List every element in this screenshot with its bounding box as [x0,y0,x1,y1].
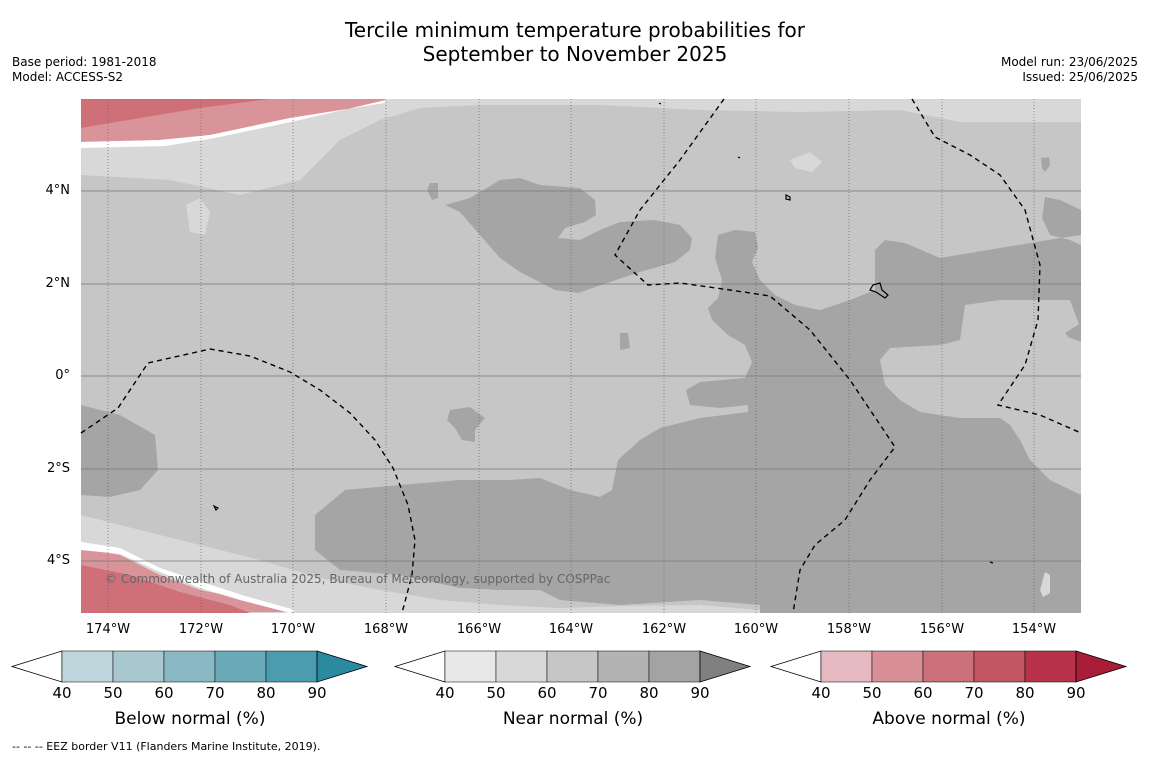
colorbar-extend-low [10,650,63,683]
colorbar-segment [597,650,650,683]
colorbar-title-above: Above normal (%) [872,709,1026,729]
colorbar-segment [163,650,216,683]
colorbar-tick-label: 40 [811,684,831,702]
lon-label: 160°W [733,622,779,637]
colorbar-tick-label: 60 [154,684,174,702]
colorbar-tick-label: 60 [537,684,557,702]
colorbar-extend-high [316,650,369,683]
colorbar-segment [444,650,497,683]
lon-label: 158°W [826,622,872,637]
eez-borders [80,98,1082,614]
lat-label: 4°N [45,183,71,198]
colorbar-segment [214,650,267,683]
lat-label: 2°S [46,461,70,476]
colorbar-extend-high [1075,650,1128,683]
lat-label: 0° [55,368,70,383]
colorbar-tick-label: 70 [588,684,608,702]
lon-label: 174°W [85,622,131,637]
colorbar-tick-label: 90 [1066,684,1086,702]
colorbar-segment [1024,650,1077,683]
lon-label: 172°W [178,622,224,637]
colorbar-tick-label: 50 [486,684,506,702]
colorbar-segment [61,650,114,683]
colorbar-tick-label: 70 [964,684,984,702]
issued-text: Issued: 25/06/2025 [1022,70,1138,84]
title-line-1: Tercile minimum temperature probabilitie… [344,18,806,42]
colorbar-tick-label: 80 [256,684,276,702]
colorbar-tick-label: 50 [862,684,882,702]
colorbar-segment [495,650,548,683]
lon-label: 170°W [270,622,316,637]
copyright-text: © Commonwealth of Australia 2025, Bureau… [105,572,611,586]
colorbar-tick-label: 70 [205,684,225,702]
colorbar-segment [112,650,165,683]
colorbar-tick-label: 50 [103,684,123,702]
title-line-2: September to November 2025 [422,42,728,66]
colorbar-below-normal [10,650,369,683]
colorbar-segment [871,650,924,683]
colorbar-segment [820,650,873,683]
colorbar-tick-label: 40 [435,684,455,702]
islands [212,102,994,564]
colorbar-segment [648,650,701,683]
map-area [81,99,1081,613]
colorbar-tick-label: 90 [690,684,710,702]
lon-label: 156°W [919,622,965,637]
colorbar-tick-label: 40 [52,684,72,702]
grid-lines [81,190,1081,562]
colorbar-tick-label: 60 [913,684,933,702]
colorbar-segment [546,650,599,683]
lat-label: 4°S [46,553,70,568]
base-period-text: Base period: 1981-2018 [12,55,157,69]
colorbar-above-normal [769,650,1128,683]
model-text: Model: ACCESS-S2 [12,70,124,84]
colorbar-near-normal [393,650,752,683]
lon-label: 164°W [548,622,594,637]
lon-label: 154°W [1011,622,1057,637]
eez-legend-note: -- -- -- EEZ border V11 (Flanders Marine… [12,740,321,753]
colorbar-title-below: Below normal (%) [114,709,266,729]
model-run-text: Model run: 23/06/2025 [1000,55,1138,69]
lat-label: 2°N [45,276,71,291]
colorbar-segment [265,650,318,683]
lon-label: 166°W [456,622,502,637]
colorbar-tick-label: 80 [1015,684,1035,702]
colorbar-title-near: Near normal (%) [502,709,644,729]
colorbar-segment [922,650,975,683]
lon-label: 162°W [641,622,687,637]
meta-right: Model run: 23/06/2025 Issued: 25/06/2025 [1001,55,1138,85]
colorbar-extend-high [699,650,752,683]
colorbar-extend-low [769,650,822,683]
colorbar-segment [973,650,1026,683]
colorbar-tick-label: 90 [307,684,327,702]
meta-left: Base period: 1981-2018 Model: ACCESS-S2 [12,55,157,85]
colorbar-extend-low [393,650,446,683]
colorbar-tick-label: 80 [639,684,659,702]
lon-label: 168°W [363,622,409,637]
chart-title: Tercile minimum temperature probabilitie… [0,18,1150,66]
